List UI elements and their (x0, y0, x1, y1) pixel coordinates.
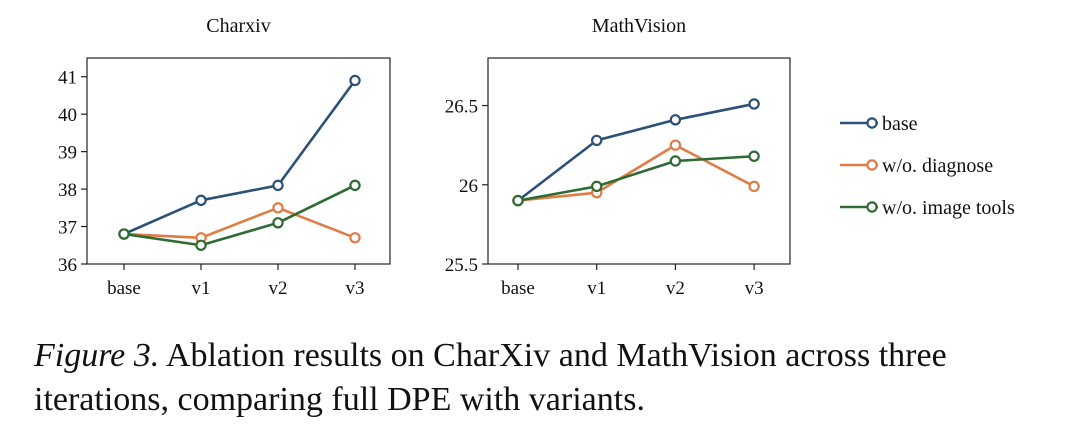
figure-caption: Figure 3. Ablation results on CharXiv an… (34, 334, 1064, 422)
data-point-w-o-image-tools (349, 179, 361, 192)
caption-label: Figure 3. (34, 337, 160, 374)
series-line-base (517, 102, 755, 202)
data-point-base (591, 134, 603, 147)
legend-marker-w-o-diagnose (866, 159, 878, 171)
series-line-base (123, 79, 357, 236)
series-line-w-o-diagnose (123, 206, 356, 240)
chart-title: Charxiv (206, 15, 270, 37)
data-point-base (272, 179, 284, 192)
data-point-w-o-image-tools (272, 217, 284, 229)
legend-label-base: base (882, 113, 918, 135)
data-point-w-o-diagnose (349, 232, 361, 244)
legend-label-w-o-diagnose: w/o. diagnose (882, 155, 993, 177)
legend: base w/o. diagnose w/o. image tools (840, 113, 1015, 219)
charxiv-chart: Charxiv 36 37 38 39 40 41 base v1 v2 v3 (58, 15, 391, 299)
y-tick-label: 40 (58, 105, 77, 126)
y-tick-label: 25.5 (445, 255, 478, 276)
data-point-w-o-diagnose (669, 139, 682, 151)
x-tick-label: v1 (192, 278, 211, 299)
data-point-base (195, 194, 207, 207)
plot-frame (487, 57, 791, 265)
data-point-w-o-image-tools (195, 239, 207, 251)
x-tick-label: v3 (745, 278, 764, 299)
data-point-w-o-diagnose (272, 202, 284, 214)
plot-frame (86, 57, 391, 265)
y-tick-label: 36 (58, 255, 77, 276)
chart-title: MathVision (592, 15, 686, 37)
series-line-w-o-diagnose (517, 143, 755, 202)
x-tick-label: v3 (346, 278, 365, 299)
x-tick-label: v2 (666, 278, 685, 299)
caption-text: Ablation results on CharXiv and MathVisi… (34, 337, 947, 418)
series-line-w-o-image-tools (517, 154, 755, 202)
legend-label-w-o-image-tools: w/o. image tools (882, 197, 1015, 219)
data-point-base (349, 74, 361, 87)
x-tick-label: base (501, 278, 535, 299)
mathvision-chart: MathVision 25.5 26 26.5 base v1 v2 v3 (445, 15, 791, 299)
x-tick-label: base (107, 278, 141, 299)
data-point-base (669, 114, 682, 126)
y-tick-label: 41 (58, 68, 77, 89)
y-tick-label: 37 (58, 218, 77, 239)
y-tick-label: 39 (58, 143, 77, 164)
data-point-w-o-image-tools (512, 194, 524, 207)
data-point-w-o-diagnose (748, 180, 760, 193)
data-point-w-o-image-tools (669, 155, 682, 167)
data-point-base (748, 98, 760, 110)
ablation-figure: Charxiv 36 37 38 39 40 41 base v1 v2 v3 MathVision… (58, 15, 1015, 299)
y-tick-label: 38 (58, 180, 77, 201)
data-point-w-o-image-tools (118, 228, 130, 240)
y-tick-label: 26.5 (445, 97, 478, 118)
legend-marker-w-o-image-tools (866, 201, 878, 213)
data-point-w-o-image-tools (748, 150, 760, 162)
legend-marker-base (866, 117, 878, 129)
x-tick-label: v2 (269, 278, 288, 299)
series-line-w-o-image-tools (123, 184, 356, 247)
x-tick-label: v1 (587, 278, 606, 299)
data-point-w-o-image-tools (591, 180, 603, 193)
y-tick-label: 26 (459, 176, 478, 197)
